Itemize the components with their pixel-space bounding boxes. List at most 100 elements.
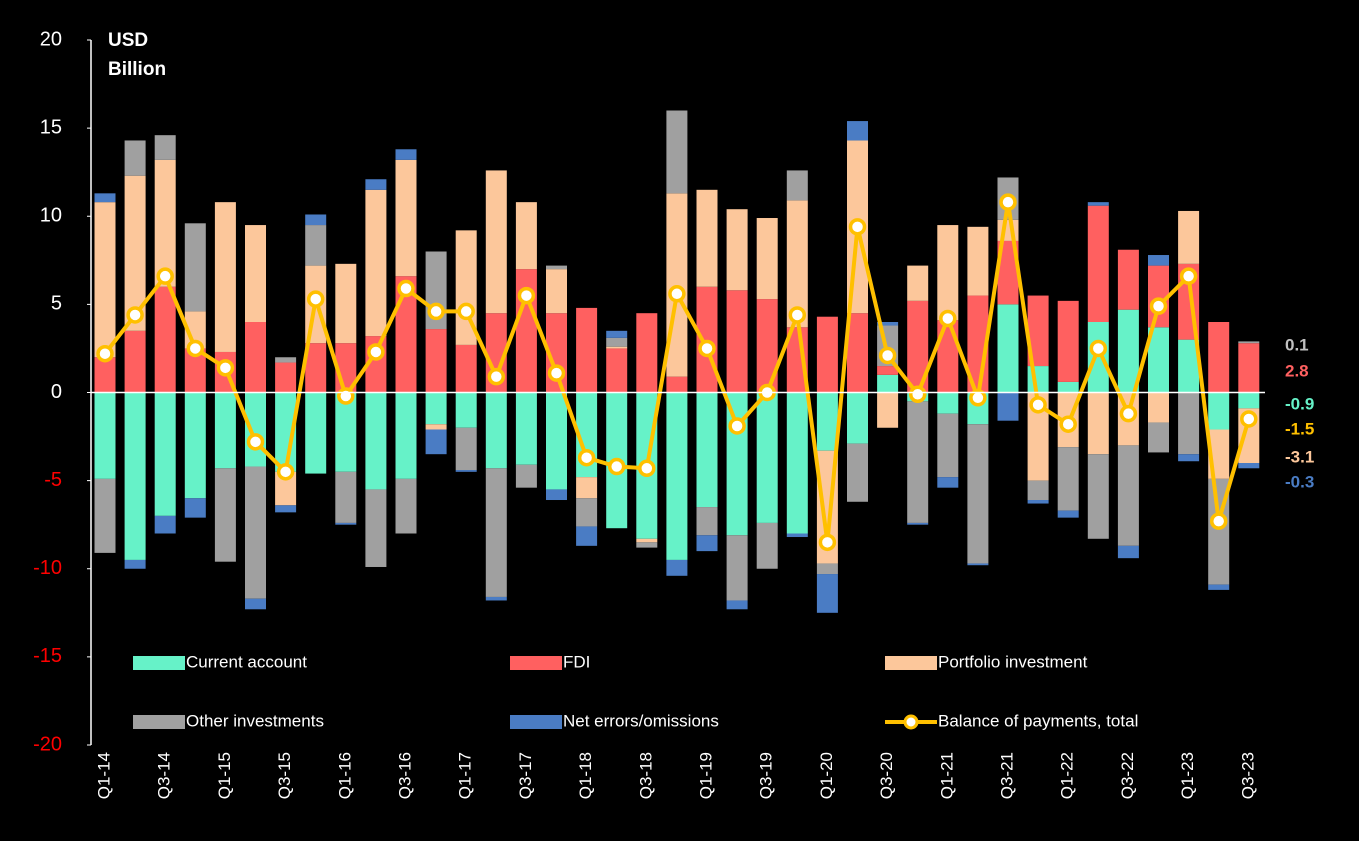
bar-segment bbox=[335, 263, 357, 344]
x-tick-label: Q3-16 bbox=[395, 752, 414, 799]
total-marker bbox=[126, 306, 144, 324]
bar-segment bbox=[335, 522, 357, 525]
bar-segment bbox=[666, 193, 688, 377]
legend-swatch bbox=[510, 656, 562, 670]
bar-segment bbox=[786, 533, 808, 538]
x-tick-label: Q3-19 bbox=[757, 752, 776, 799]
bar-segment bbox=[696, 507, 718, 536]
bar-segment bbox=[214, 202, 236, 352]
bar-segment bbox=[1208, 322, 1230, 393]
bar-segment bbox=[696, 189, 718, 287]
bar-segment bbox=[1027, 480, 1049, 501]
legend-label: Portfolio investment bbox=[938, 652, 1088, 671]
bar-segment bbox=[94, 478, 116, 553]
total-marker bbox=[276, 463, 295, 481]
bar-segment bbox=[124, 140, 146, 176]
bar-segment bbox=[335, 392, 357, 472]
total-marker bbox=[1209, 512, 1228, 530]
bar-segment bbox=[184, 498, 206, 518]
bar-segment bbox=[515, 464, 537, 488]
bar-segment bbox=[305, 343, 327, 393]
x-tick-label: Q1-17 bbox=[456, 752, 475, 799]
bar-segment bbox=[1057, 447, 1079, 511]
bar-segment bbox=[1238, 341, 1260, 344]
bar-segment bbox=[1238, 463, 1260, 469]
bar-segment bbox=[847, 392, 868, 444]
total-marker bbox=[1119, 404, 1138, 423]
bar-segment bbox=[726, 600, 748, 610]
bar-segment bbox=[214, 392, 236, 469]
total-marker bbox=[728, 417, 746, 435]
bar-segment bbox=[1117, 249, 1139, 310]
total-marker bbox=[306, 290, 325, 308]
bar-segment bbox=[907, 522, 929, 525]
bar-segment bbox=[666, 559, 688, 576]
bar-segment bbox=[335, 471, 357, 523]
bar-segment bbox=[1208, 584, 1230, 590]
total-marker bbox=[1059, 415, 1077, 433]
x-tick-label: Q3-17 bbox=[516, 752, 535, 799]
x-tick-label: Q3-22 bbox=[1118, 752, 1137, 799]
legend-swatch bbox=[885, 656, 937, 670]
bar-segment bbox=[214, 468, 236, 562]
bar-segment bbox=[937, 477, 959, 488]
bar-segment bbox=[786, 392, 808, 534]
bar-segment bbox=[937, 320, 959, 393]
total-marker bbox=[1149, 297, 1168, 315]
bar-segment bbox=[726, 535, 748, 601]
bar-segment bbox=[455, 392, 477, 428]
bar-segment bbox=[997, 240, 1019, 305]
bar-segment bbox=[1148, 255, 1169, 266]
bar-segment bbox=[1027, 295, 1049, 367]
annotation: -1.5 bbox=[1285, 419, 1314, 438]
bar-segment bbox=[546, 392, 567, 490]
total-marker bbox=[969, 389, 987, 407]
y-tick-label: 10 bbox=[40, 205, 62, 227]
total-marker bbox=[547, 364, 566, 382]
bar-segment bbox=[877, 374, 899, 393]
bar-segment bbox=[576, 526, 598, 546]
bar-segment bbox=[305, 225, 327, 266]
bar-segment bbox=[726, 392, 748, 536]
bar-segment bbox=[907, 401, 929, 523]
bar-segment bbox=[756, 218, 778, 300]
bar-segment bbox=[1087, 202, 1109, 206]
bar-segment bbox=[1178, 339, 1200, 393]
bar-segment bbox=[907, 300, 929, 393]
x-tick-label: Q3-21 bbox=[997, 752, 1016, 799]
total-marker bbox=[607, 457, 626, 476]
total-marker bbox=[457, 302, 475, 321]
bar-segment bbox=[184, 348, 206, 393]
total-marker bbox=[939, 309, 957, 328]
bar-segment bbox=[696, 535, 718, 552]
bar-segment bbox=[124, 392, 146, 560]
bar-segment bbox=[877, 322, 899, 326]
bar-segment bbox=[997, 304, 1019, 393]
bar-segment bbox=[124, 175, 146, 331]
bar-segment bbox=[1057, 381, 1079, 393]
bar-segment bbox=[1148, 327, 1169, 393]
y-tick-label: 20 bbox=[40, 28, 62, 50]
y-axis-label: USD bbox=[108, 30, 148, 51]
bar-segment bbox=[636, 313, 658, 393]
x-tick-label: Q3-18 bbox=[636, 752, 655, 799]
bar-segment bbox=[847, 313, 868, 393]
bar-segment bbox=[726, 290, 748, 393]
bar-segment bbox=[847, 443, 868, 502]
bar-segment bbox=[485, 170, 507, 314]
bar-segment bbox=[756, 392, 778, 523]
bar-segment bbox=[455, 344, 477, 393]
total-marker bbox=[818, 533, 837, 552]
legend-swatch bbox=[903, 714, 919, 730]
total-marker bbox=[186, 339, 205, 358]
bar-segment bbox=[1057, 510, 1079, 518]
bar-segment bbox=[1087, 322, 1109, 393]
bar-segment bbox=[636, 542, 658, 548]
bar-segment bbox=[154, 515, 176, 534]
bar-segment bbox=[515, 392, 537, 465]
bar-segment bbox=[365, 489, 387, 567]
total-marker bbox=[246, 433, 265, 451]
bar-segment bbox=[967, 226, 989, 296]
bar-segment bbox=[425, 429, 447, 455]
total-marker bbox=[668, 285, 686, 303]
